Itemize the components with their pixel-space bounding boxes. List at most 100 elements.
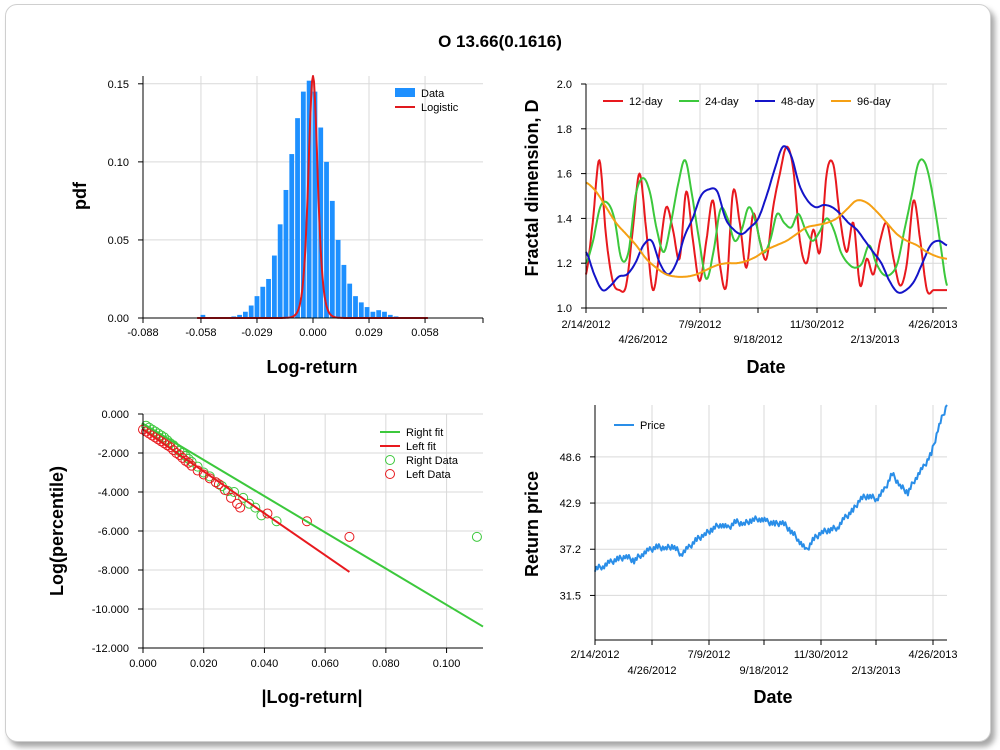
tail-y-title: Log(percentile) (47, 466, 67, 596)
fractal-x-tick-label: 7/9/2012 (679, 319, 722, 331)
pdf-bar (237, 314, 242, 318)
pdf-bar (295, 118, 300, 318)
fractal-y-tick-label: 2.0 (557, 79, 572, 91)
tail-y-tick-label: -2.000 (98, 448, 129, 460)
pdf-bar (353, 296, 358, 318)
price-x-tick-label: 9/18/2012 (740, 665, 789, 677)
pdf-x-tick-label: -0.058 (185, 327, 216, 339)
tail-x-tick-label: 0.060 (311, 658, 339, 670)
pdf-bar (382, 311, 387, 318)
pdf-y-tick-label: 0.10 (108, 157, 129, 169)
pdf-bar (358, 302, 364, 318)
pdf-bar (376, 310, 382, 318)
legend-price-label: Price (640, 420, 665, 432)
pdf-bar (335, 239, 341, 318)
pdf-bar (324, 161, 329, 318)
tail-y-tick-label: -8.000 (98, 565, 129, 577)
left-data-point (165, 442, 176, 453)
pdf-bar (341, 264, 347, 318)
left-data-point (177, 452, 188, 463)
left-data-point (171, 448, 182, 458)
tail-x-tick-label: 0.000 (129, 658, 157, 670)
tail-x-tick-label: 0.080 (372, 658, 400, 670)
fractal-x-title: Date (746, 357, 785, 377)
legend-right-data-label: Right Data (406, 455, 459, 467)
left-data-point (344, 531, 355, 542)
price-x-title: Date (753, 687, 792, 707)
pdf-bar (200, 314, 206, 318)
right-data-point (192, 461, 203, 472)
pdf-x-tick-label: 0.000 (299, 327, 327, 339)
fractal-y-tick-label: 1.2 (557, 258, 572, 270)
pdf-bar (260, 286, 266, 318)
fractal-x-tick-label: 4/26/2013 (909, 319, 958, 331)
price-y-tick-label: 48.6 (560, 452, 581, 464)
left-data-point (174, 449, 185, 460)
pdf-bar (329, 200, 335, 318)
fractal-x-tick-label: 11/30/2012 (790, 319, 844, 331)
fractal-line-96-day (585, 181, 948, 278)
right-data-point (271, 516, 282, 527)
pdf-x-tick-label: -0.088 (127, 327, 158, 339)
tail-y-tick-label: 0.000 (101, 409, 129, 421)
legend-left-data-label: Left Data (406, 469, 452, 481)
tail-y-tick-label: -4.000 (98, 487, 129, 499)
pdf-bar (370, 311, 376, 318)
legend-right-data-swatch (385, 455, 395, 465)
pdf-bar (306, 80, 312, 318)
pdf-x-tick-label: 0.058 (411, 327, 439, 339)
pdf-bar (312, 91, 318, 318)
legend-24-day-label: 24-day (705, 96, 739, 108)
chart-frame (5, 4, 991, 742)
legend-right-fit-label: Right fit (406, 427, 443, 439)
legend-data-swatch (395, 88, 415, 97)
legend-12-day-label: 12-day (629, 96, 663, 108)
left-data-point (235, 502, 246, 513)
legend-logistic-label: Logistic (421, 102, 459, 114)
tail-y-tick-label: -6.000 (98, 526, 129, 538)
price-x-tick-label: 2/14/2012 (571, 649, 620, 661)
price-y-tick-label: 31.5 (560, 590, 581, 602)
pdf-bar (347, 283, 353, 318)
pdf-bar (387, 314, 393, 318)
pdf-bar (248, 305, 254, 318)
price-y-tick-label: 37.2 (560, 544, 581, 556)
legend-data-label: Data (421, 88, 445, 100)
pdf-y-tick-label: 0.15 (108, 79, 129, 91)
pdf-bar (271, 255, 277, 318)
tail-x-tick-label: 0.100 (433, 658, 461, 670)
pdf-y-title: pdf (70, 181, 90, 210)
right-data-point (250, 502, 261, 513)
fractal-y-title: Fractal dimension, D (522, 99, 542, 276)
price-x-tick-label: 2/13/2013 (852, 665, 901, 677)
price-y-title: Return price (522, 471, 542, 577)
legend-96-day-label: 96-day (857, 96, 891, 108)
tail-x-tick-label: 0.020 (190, 658, 218, 670)
fractal-x-tick-label: 9/18/2012 (734, 334, 783, 346)
tail-x-tick-label: 0.040 (251, 658, 279, 670)
fractal-y-tick-label: 1.6 (557, 169, 572, 181)
left-data-point (183, 457, 194, 468)
pdf-bar (300, 91, 306, 318)
price-y-tick-label: 42.9 (560, 498, 581, 510)
page-title: O 13.66(0.1616) (438, 32, 562, 51)
pdf-bar (318, 127, 324, 318)
fractal-x-tick-label: 2/14/2012 (562, 319, 611, 331)
price-x-tick-label: 4/26/2012 (628, 665, 677, 677)
right-fit-line (142, 422, 484, 628)
right-data-point (238, 492, 249, 503)
left-fit-line (142, 428, 350, 573)
pdf-bar (277, 224, 283, 318)
pdf-y-tick-label: 0.00 (108, 313, 129, 325)
left-data-point (301, 516, 312, 527)
price-line (594, 404, 948, 572)
pdf-x-tick-label: 0.029 (355, 327, 383, 339)
pdf-bar (266, 278, 271, 318)
pdf-bar (254, 296, 260, 318)
right-data-point (229, 487, 240, 497)
price-x-tick-label: 11/30/2012 (794, 649, 848, 661)
left-data-point (168, 445, 179, 456)
legend-48-day-label: 48-day (781, 96, 815, 108)
legend-left-data-swatch (385, 469, 395, 479)
pdf-bar (242, 311, 248, 318)
